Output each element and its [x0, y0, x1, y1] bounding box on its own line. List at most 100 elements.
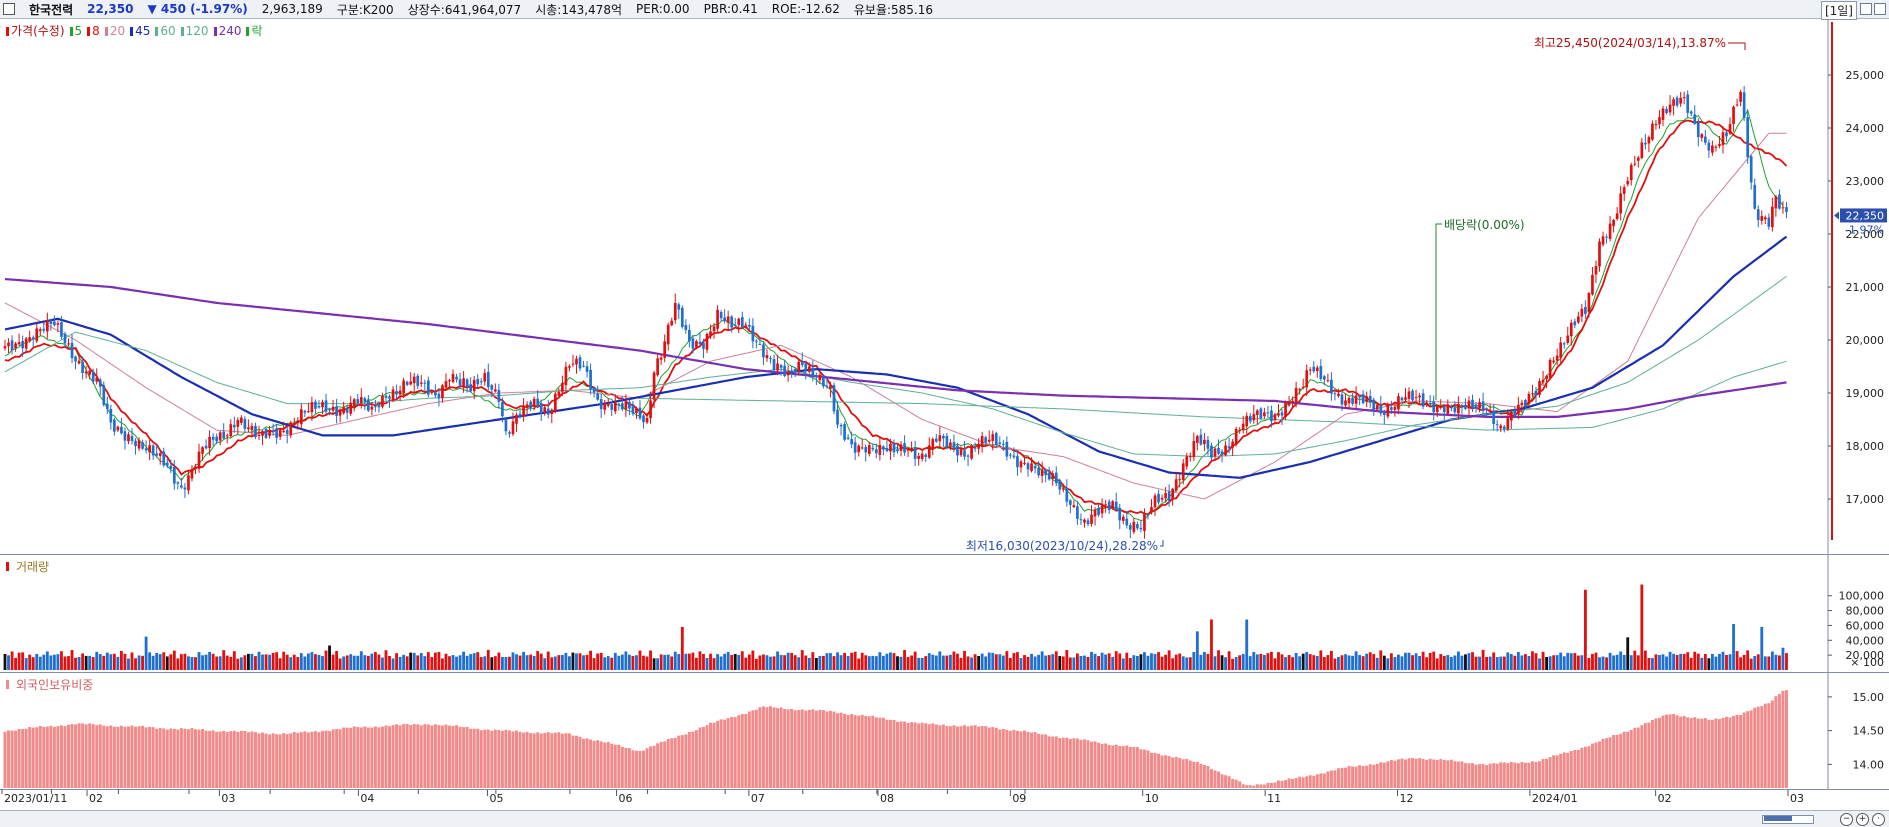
foreign-bar: [1379, 762, 1383, 788]
volume-bar: [606, 656, 610, 670]
candle-body: [578, 357, 582, 369]
horizontal-scrollbar[interactable]: − + ·: [0, 810, 1889, 827]
foreign-bar: [1082, 739, 1086, 788]
volume-bar: [1104, 654, 1108, 670]
volume-bar: [1686, 652, 1690, 670]
price-tick-label: 18,000: [1846, 440, 1885, 453]
pbr-value: PBR:0.41: [703, 2, 758, 16]
foreign-bar: [818, 709, 822, 788]
candle-body: [1534, 390, 1538, 395]
foreign-bar: [941, 724, 945, 788]
candle-body: [1559, 342, 1563, 358]
foreign-bar: [1128, 746, 1132, 788]
ma-line-120: [639, 360, 1787, 431]
candle-body: [529, 401, 532, 409]
stock-chart[interactable]: 17,00018,00019,00020,00021,00022,00023,0…: [0, 0, 1889, 810]
volume-bar: [500, 656, 504, 670]
foreign-bar: [1030, 732, 1034, 788]
candle-body: [882, 446, 885, 450]
zoom-reset-icon[interactable]: ·: [1872, 813, 1885, 826]
candle-body: [1428, 402, 1432, 404]
ma240-swatch: [213, 26, 217, 36]
volume-bar: [451, 655, 455, 670]
candle-body: [1016, 456, 1019, 468]
title-bar: 한국전력 22,350 ▼ 450 (-1.97%) 2,963,189 구분:…: [0, 0, 1889, 20]
volume-bar: [151, 655, 155, 670]
candle-body: [716, 309, 719, 329]
volume-bar: [737, 655, 741, 670]
volume-bar: [1086, 656, 1090, 670]
candle-body: [949, 442, 952, 446]
foreign-bar: [1153, 752, 1157, 788]
foreign-bar: [1245, 785, 1249, 788]
volume-bar: [1478, 656, 1481, 670]
volume-bar: [1414, 653, 1418, 670]
volume-bar: [1404, 652, 1407, 670]
candle-body: [183, 487, 187, 490]
candle-body: [613, 401, 617, 412]
volume-bar: [557, 655, 561, 670]
foreign-bar: [1107, 744, 1111, 788]
candle-body: [1069, 500, 1072, 505]
scroll-thumb[interactable]: [1764, 816, 1792, 821]
candle-body: [1608, 223, 1612, 239]
candle-body: [603, 402, 607, 410]
volume-bar: [1319, 650, 1323, 670]
candle-body: [864, 447, 868, 453]
volume-bar: [1495, 657, 1499, 670]
candle-body: [172, 467, 176, 484]
candle-body: [1277, 413, 1280, 416]
foreign-bar: [1238, 781, 1242, 788]
volume-bar: [998, 654, 1002, 670]
candle-body: [1206, 439, 1210, 449]
candle-body: [17, 342, 21, 345]
roe-value: ROE:-12.62: [771, 2, 840, 16]
volume-bar: [695, 657, 698, 670]
zoom-out-icon[interactable]: −: [1840, 813, 1853, 826]
volume-bar: [134, 658, 137, 670]
foreign-bar: [1693, 717, 1697, 788]
volume-bar: [1418, 656, 1422, 670]
volume-bar: [162, 652, 166, 670]
foreign-bar: [1449, 759, 1453, 788]
foreign-bar: [1739, 715, 1743, 788]
volume-bar: [1499, 656, 1503, 670]
candle-body: [1083, 519, 1086, 523]
volume-bar: [539, 653, 543, 670]
candle-body: [539, 403, 543, 414]
candle-body: [1746, 117, 1750, 158]
close-icon[interactable]: [1874, 3, 1886, 15]
candle-body: [1097, 508, 1100, 515]
maximize-icon[interactable]: [1860, 3, 1872, 15]
legend-ma20: 20: [104, 24, 125, 38]
foreign-bar: [1580, 747, 1584, 788]
volume-bar: [1583, 589, 1587, 670]
price-tick-label: 17,000: [1846, 493, 1885, 506]
volume-bar: [130, 652, 134, 670]
candle-body: [610, 404, 614, 410]
zoom-in-icon[interactable]: +: [1856, 813, 1869, 826]
candle-body: [508, 432, 511, 434]
volume-bar: [1217, 650, 1220, 670]
candle-body: [987, 439, 991, 442]
candle-body: [158, 453, 162, 456]
candle-body: [1721, 132, 1725, 146]
candle-body: [1241, 423, 1245, 431]
candle-body: [151, 445, 155, 456]
checkbox[interactable]: [3, 3, 15, 15]
candle-body: [1774, 196, 1778, 209]
candle-body: [1735, 104, 1739, 106]
period-selector[interactable]: [1일]: [1820, 1, 1857, 20]
volume-bar: [1474, 656, 1478, 670]
volume-bar: [1083, 655, 1086, 670]
foreign-bar: [465, 726, 469, 788]
volume-bar: [261, 654, 264, 670]
volume-bar: [67, 656, 70, 670]
volume-bar: [829, 653, 832, 670]
foreign-bar: [1012, 729, 1016, 788]
volume-bar: [945, 655, 949, 670]
volume-bar: [264, 654, 268, 670]
volume-bar: [363, 655, 367, 670]
volume-bar: [1097, 656, 1100, 670]
candle-body: [522, 405, 525, 417]
